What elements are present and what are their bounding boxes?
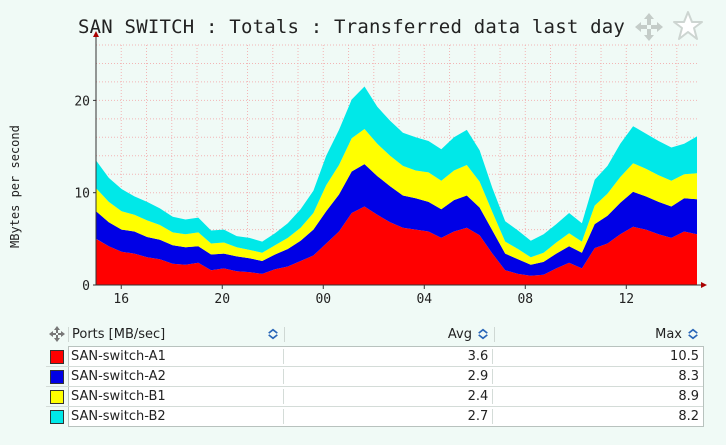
legend-max-value: 8.2 xyxy=(678,409,699,424)
color-swatch xyxy=(49,389,64,404)
legend-header: Ports [MB/sec] Avg Max xyxy=(46,322,704,346)
color-swatch xyxy=(49,409,64,424)
legend-max-value: 8.9 xyxy=(678,389,699,404)
legend-avg-value: 2.9 xyxy=(284,369,494,384)
y-tick-label: 0 xyxy=(82,279,90,294)
legend-row[interactable]: SAN-switch-A2 2.9 8.3 xyxy=(46,367,703,387)
legend-avg-value: 2.7 xyxy=(284,409,494,424)
x-tick-label: 20 xyxy=(214,292,230,307)
y-tick-label: 20 xyxy=(74,94,90,109)
x-tick-label: 08 xyxy=(517,292,533,307)
transfer-chart: 0 10 20 16 20 00 04 08 12 xyxy=(74,31,707,307)
legend-port-name: SAN-switch-B1 xyxy=(68,389,284,404)
legend-port-name: SAN-switch-B2 xyxy=(68,409,284,424)
avg-column-header[interactable]: Avg xyxy=(284,326,494,342)
y-axis-arrow xyxy=(93,31,99,37)
legend-max-value: 10.5 xyxy=(670,349,699,364)
color-swatch xyxy=(49,349,64,364)
area-series-san-switch-a2 xyxy=(96,164,697,276)
area-series-san-switch-a1 xyxy=(96,206,697,285)
chart-title: SAN SWITCH : Totals : Transferred data l… xyxy=(78,16,626,38)
sort-chevron-icon[interactable] xyxy=(476,328,490,340)
x-tick-label: 04 xyxy=(416,292,432,307)
max-column-header[interactable]: Max xyxy=(494,326,704,342)
legend-row[interactable]: SAN-switch-A1 3.6 10.5 xyxy=(46,347,703,367)
x-tick-label: 12 xyxy=(618,292,634,307)
color-swatch xyxy=(49,369,64,384)
legend-row[interactable]: SAN-switch-B2 2.7 8.2 xyxy=(46,407,703,426)
x-tick-label: 16 xyxy=(113,292,129,307)
sort-chevron-icon[interactable] xyxy=(266,328,280,340)
avg-column-label: Avg xyxy=(447,326,472,342)
legend-port-name: SAN-switch-A2 xyxy=(68,369,284,384)
legend-avg-value: 2.4 xyxy=(284,389,494,404)
legend-avg-value: 3.6 xyxy=(284,349,494,364)
max-column-label: Max xyxy=(655,326,682,342)
x-axis-arrow xyxy=(701,282,707,288)
move-arrows-icon[interactable] xyxy=(49,326,65,342)
legend-max-value: 8.3 xyxy=(678,369,699,384)
star-outline-icon[interactable] xyxy=(672,10,704,42)
legend-port-name: SAN-switch-A1 xyxy=(68,349,284,364)
legend-body: SAN-switch-A1 3.6 10.5 SAN-switch-A2 2.9… xyxy=(46,346,704,427)
ports-column-label: Ports [MB/sec] xyxy=(72,326,166,342)
y-tick-label: 10 xyxy=(74,187,90,202)
legend-table: Ports [MB/sec] Avg Max SAN-switch-A1 xyxy=(46,322,704,427)
move-arrows-icon[interactable] xyxy=(634,12,664,42)
ports-column-header[interactable]: Ports [MB/sec] xyxy=(68,326,284,342)
x-tick-label: 00 xyxy=(315,292,331,307)
legend-row[interactable]: SAN-switch-B1 2.4 8.9 xyxy=(46,387,703,407)
sort-chevron-icon[interactable] xyxy=(686,328,700,340)
